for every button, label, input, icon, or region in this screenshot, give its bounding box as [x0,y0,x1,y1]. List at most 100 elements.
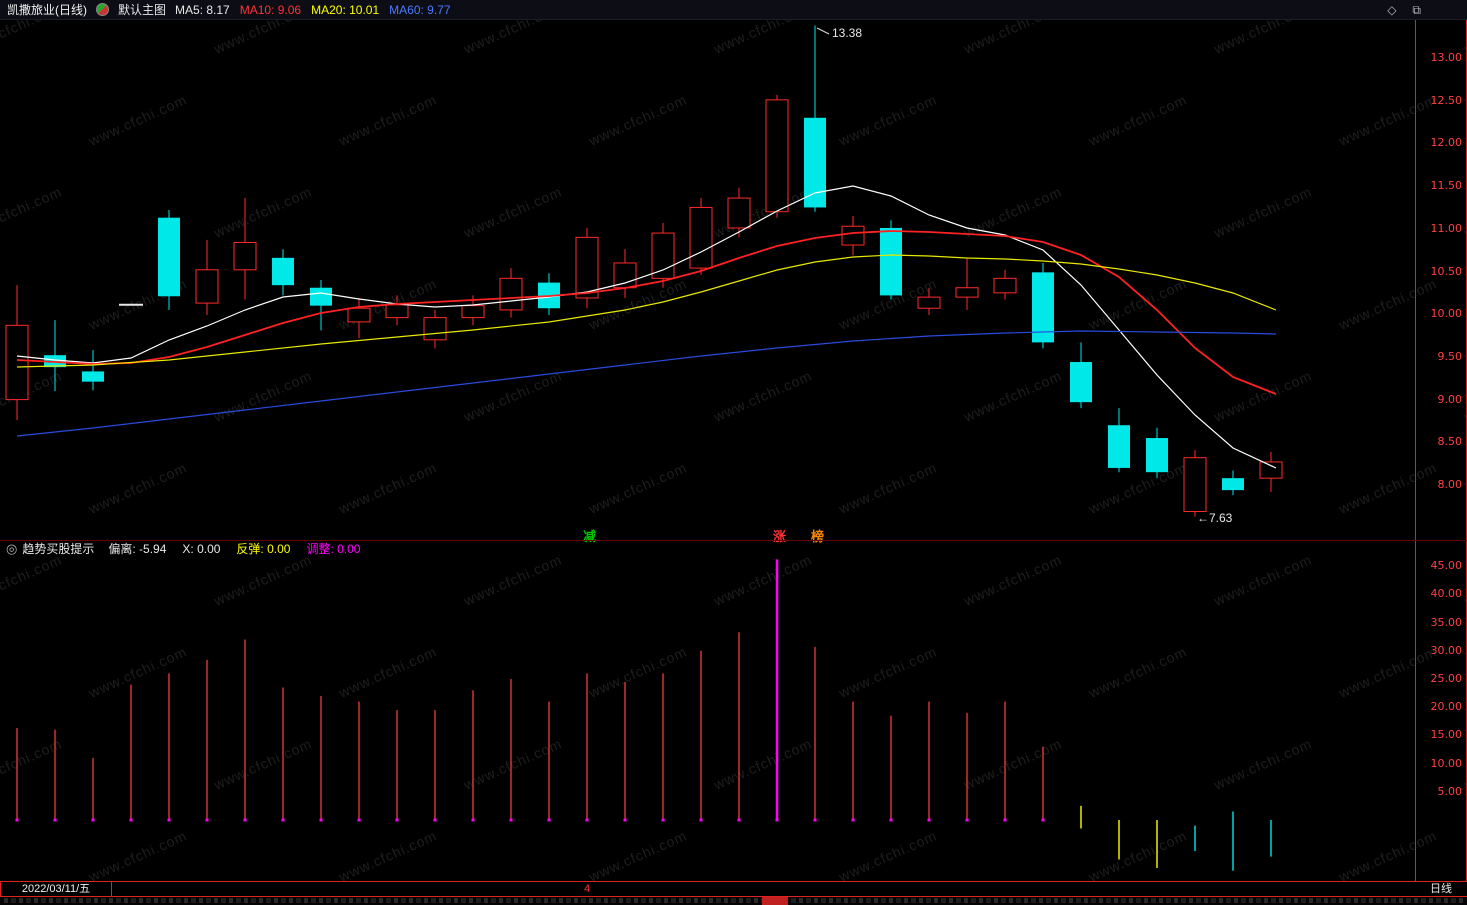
date-display[interactable]: 2022/03/11/五 [0,882,112,896]
candle-body [499,277,523,311]
indicator-base-dot [889,818,893,822]
candle-body [158,217,180,297]
high-annotation-arrow [816,27,830,35]
indicator-panel[interactable] [0,557,1415,881]
candle-body [841,225,865,246]
indicator-base-dot [699,818,703,822]
ma-value-label: MA10: 9.06 [239,2,302,17]
indicator-axis-label: 10.00 [1430,756,1463,770]
price-axis-label: 10.00 [1430,307,1463,321]
indicator-canvas[interactable] [0,557,1415,881]
overlay-label[interactable]: 默认主图 [118,3,167,17]
price-axis: 13.00 12.50 12.00 11.50 11.00 10.50 10.00 9.50 9… [1416,20,1466,540]
low-annotation: ←7.63 [1197,511,1233,525]
chart-style-icon[interactable] [96,3,109,16]
candlestick-canvas[interactable] [0,20,1415,540]
indicator-base-dot [281,818,285,822]
candle-body [310,287,332,306]
top-status-bar: 凯撒旅业(日线) 默认主图 MA5: 8.17 MA10: 9.06 MA20: 1… [0,0,1467,20]
candle-body [195,269,219,304]
window-restore-icon[interactable]: ⧉ [1412,2,1421,17]
diamond-icon[interactable]: ◇ [1387,3,1397,17]
period-label[interactable]: 日线 [1430,883,1452,895]
candle-body [1032,272,1054,343]
candle-body [1183,457,1207,512]
candle-body [82,371,104,382]
indicator-axis-label: 15.00 [1430,728,1463,742]
indicator-base-dot [851,818,855,822]
candle-body [917,296,941,309]
axis-separator-line [1415,20,1416,897]
indicator-base-dot [53,818,57,822]
candle-body [1259,461,1283,479]
candle-body [765,99,789,213]
ma-line-MA60 [16,330,1277,437]
indicator-base-dot [243,818,247,822]
indicator-base-dot [927,818,931,822]
candle-body [651,232,675,279]
indicator-base-dot [623,818,627,822]
indicator-base-dot [471,818,475,822]
ma-values: MA5: 8.17 MA10: 9.06 MA20: 10.01 MA60: 9.77 [175,3,461,17]
stock-title: 凯撒旅业(日线) [7,3,87,17]
indicator-param-value: X: 0.00 [182,542,221,556]
price-axis-label: 9.00 [1437,392,1463,406]
indicator-base-dot [395,818,399,822]
ma-value-label: MA5: 8.17 [175,2,230,17]
candle-body [461,305,485,319]
candle-body [613,262,637,289]
ma-line-MA5 [16,185,1277,469]
ma-line-MA20 [16,254,1277,368]
indicator-base-dot [167,818,171,822]
price-axis-label: 9.50 [1437,349,1463,363]
indicator-axis-label: 45.00 [1430,559,1463,573]
main-candlestick-panel[interactable]: 13.38 ←7.63 减涨榜 [0,20,1415,544]
indicator-base-dot [1003,818,1007,822]
indicator-icon[interactable]: ◎ [6,540,18,556]
price-axis-label: 12.50 [1430,93,1463,107]
candle-body [423,317,447,341]
ticker-red-block [762,897,788,905]
price-axis-label: 12.00 [1430,136,1463,150]
candle-body [1146,438,1168,473]
indicator-axis-label: 30.00 [1430,643,1463,657]
indicator-header: ◎ 趋势买股提示 偏离: -5.94 X: 0.00 反弹: 0.00 调整: 0.0… [0,540,1421,557]
indicator-base-dot [129,818,133,822]
panel-divider-line [0,540,1467,541]
indicator-base-dot [509,818,513,822]
indicator-base-dot [813,818,817,822]
price-axis-label: 8.50 [1437,435,1463,449]
indicator-base-dot [585,818,589,822]
candle-body [727,197,751,229]
candle-body [1222,478,1244,491]
indicator-title[interactable]: 趋势买股提示 [22,542,95,556]
candle-body [272,257,294,286]
indicator-param-value: 偏离: -5.94 [108,542,167,556]
candle-body [347,307,371,323]
indicator-base-dot [965,818,969,822]
high-annotation: 13.38 [832,26,863,40]
candle-body [689,206,713,269]
indicator-param-value: 调整: 0.00 [306,542,361,556]
candle-body [955,287,979,298]
ma-line-MA10 [16,230,1277,395]
candle-body [385,304,409,319]
candle-body [880,227,902,296]
indicator-base-dot [205,818,209,822]
indicator-axis-label: 5.00 [1437,784,1463,798]
bar-marker: 4 [584,883,591,895]
ma-value-label: MA60: 9.77 [389,2,451,17]
price-axis-label: 10.50 [1430,264,1463,278]
indicator-base-dot [15,818,19,822]
indicator-base-dot [737,818,741,822]
indicator-axis-label: 35.00 [1430,615,1463,629]
indicator-base-dot [1041,818,1045,822]
indicator-base-dot [319,818,323,822]
indicator-axis-label: 40.00 [1430,587,1463,601]
price-axis-label: 11.00 [1430,221,1463,235]
indicator-axis: 45.00 40.00 35.00 30.00 25.00 20.00 15.00 10.00… [1416,557,1466,881]
indicator-base-dot [775,818,779,822]
price-axis-label: 8.00 [1437,478,1463,491]
candle-body [1108,425,1130,468]
